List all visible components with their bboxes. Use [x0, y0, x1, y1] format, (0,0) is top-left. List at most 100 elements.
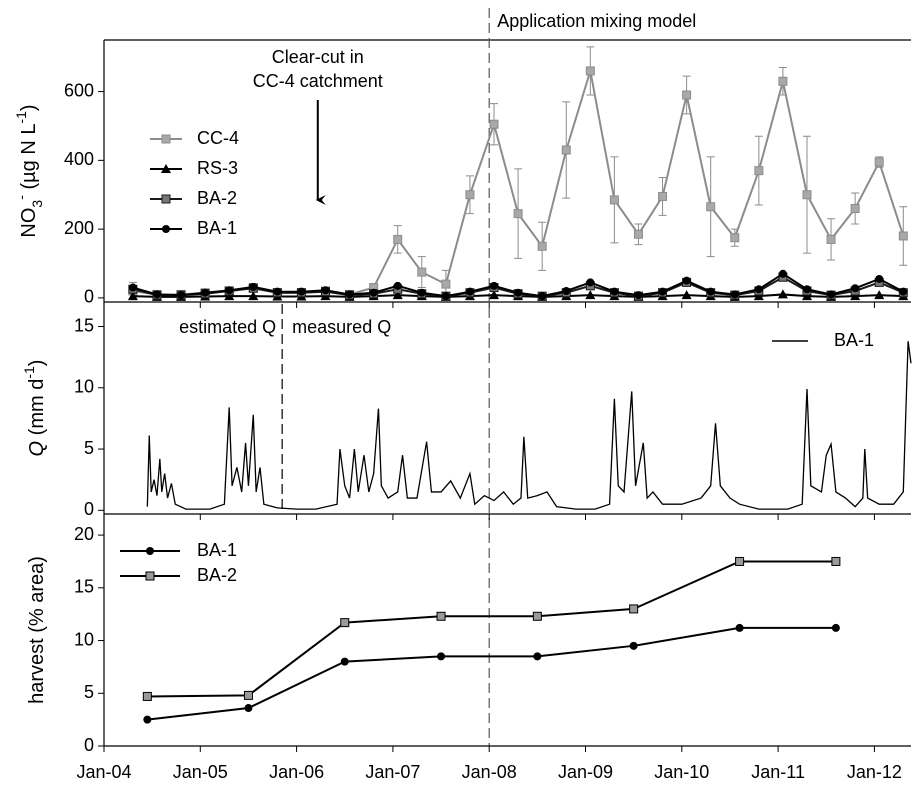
x-tick-label: Jan-05 [173, 762, 228, 782]
legend-label: CC-4 [197, 128, 239, 148]
marker [777, 289, 788, 299]
y-axis-label: harvest (% area) [26, 556, 48, 704]
legend-label: BA-1 [197, 218, 237, 238]
y-axis-label-part: (µg N L [18, 124, 40, 196]
marker [730, 233, 740, 243]
marker [393, 234, 403, 244]
marker [875, 274, 884, 283]
marker [634, 291, 643, 300]
marker [851, 284, 860, 293]
marker [801, 291, 812, 301]
marker [393, 281, 402, 290]
legend-marker [145, 571, 155, 581]
legend-label: BA-2 [197, 565, 237, 585]
x-tick-label: Jan-09 [558, 762, 613, 782]
marker [735, 556, 745, 566]
marker [417, 288, 426, 297]
marker [754, 285, 763, 294]
marker [417, 267, 427, 277]
marker [609, 195, 619, 205]
marker [850, 203, 860, 213]
marker [778, 269, 787, 278]
marker [243, 690, 253, 700]
y-tick-label: 10 [74, 377, 94, 397]
marker [633, 229, 643, 239]
marker [874, 290, 885, 300]
marker [899, 287, 908, 296]
marker [321, 286, 330, 295]
marker [658, 191, 668, 201]
legend-label: BA-2 [197, 188, 237, 208]
marker [441, 292, 450, 301]
annotation: Clear-cut in [272, 47, 364, 67]
y-axis-label-part: NO [18, 208, 40, 238]
legend-marker [161, 194, 171, 204]
marker [753, 291, 764, 301]
annotation: CC-4 catchment [253, 71, 383, 91]
y-axis-label: NO3- (µg N L-1) [13, 104, 45, 237]
marker [152, 290, 161, 299]
marker [802, 285, 811, 294]
marker [585, 66, 595, 76]
marker [706, 287, 715, 296]
y-tick-label: 600 [64, 80, 94, 100]
y-tick-label: 15 [74, 577, 94, 597]
marker [345, 290, 354, 299]
y-tick-label: 0 [84, 287, 94, 307]
marker [532, 611, 542, 621]
legend-label: BA-1 [197, 540, 237, 560]
marker [629, 604, 639, 614]
marker [489, 290, 500, 300]
marker [658, 287, 667, 296]
marker [682, 90, 692, 100]
marker [437, 652, 446, 661]
y-axis-label-part: ) [18, 104, 40, 111]
marker [224, 291, 235, 301]
legend-marker [161, 134, 171, 144]
marker [244, 704, 253, 713]
marker [730, 290, 739, 299]
marker [831, 623, 840, 632]
y-tick-label: 15 [74, 315, 94, 335]
marker [392, 290, 403, 300]
y-axis-label-part: Q [26, 441, 48, 457]
series-line [147, 560, 836, 698]
y-tick-label: 200 [64, 218, 94, 238]
annotation: Application mixing model [497, 11, 696, 31]
marker [682, 276, 691, 285]
marker [177, 291, 186, 300]
marker [225, 286, 234, 295]
marker [514, 288, 523, 297]
marker [629, 641, 638, 650]
marker [297, 287, 306, 296]
y-tick-label: 400 [64, 149, 94, 169]
marker [898, 231, 908, 241]
marker [143, 715, 152, 724]
marker [128, 283, 137, 292]
marker [340, 657, 349, 666]
marker [874, 157, 884, 167]
y-axis-label-part: harvest (% area) [26, 556, 48, 704]
marker [273, 287, 282, 296]
legend-marker [146, 547, 154, 555]
marker [513, 209, 523, 219]
series-line [147, 626, 836, 721]
x-tick-label: Jan-06 [269, 762, 324, 782]
y-axis-label-part: (mm d [26, 379, 48, 441]
y-axis-label: Q (mm d-1) [21, 360, 49, 457]
marker [248, 291, 259, 301]
marker [340, 618, 350, 628]
y-tick-label: 0 [84, 499, 94, 519]
legend-label: BA-1 [834, 330, 874, 350]
marker [561, 145, 571, 155]
marker [831, 556, 841, 566]
legend-marker [162, 225, 170, 233]
marker [827, 290, 836, 299]
marker [681, 290, 692, 300]
marker [533, 652, 542, 661]
marker [465, 287, 474, 296]
y-tick-label: 10 [74, 629, 94, 649]
marker [538, 292, 547, 301]
marker [127, 291, 138, 301]
